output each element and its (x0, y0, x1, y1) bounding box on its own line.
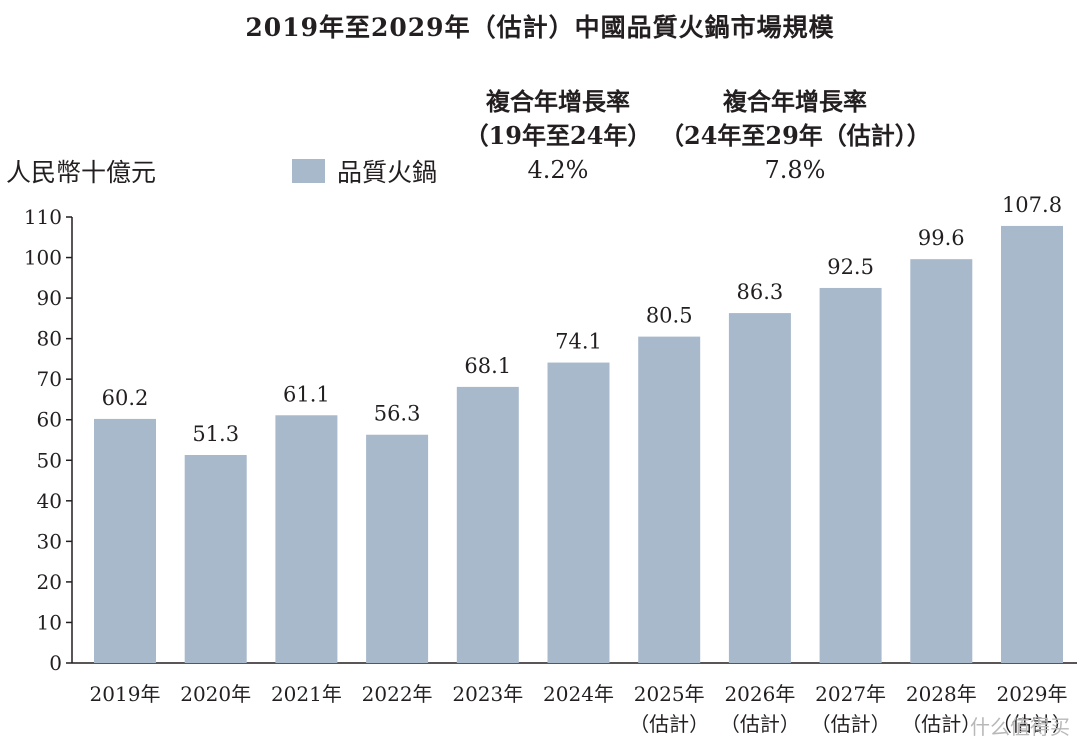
bar (728, 313, 791, 663)
bar-value-label: 74.1 (555, 330, 602, 354)
legend-swatch (292, 159, 325, 183)
bar-value-label: 51.3 (192, 422, 239, 446)
bar-value-label: 99.6 (918, 226, 965, 250)
y-tick-label: 50 (37, 448, 62, 472)
x-tick-label: 2025年 (634, 682, 705, 706)
x-tick-label: 2023年 (452, 682, 523, 706)
x-tick-label: 2026年 (724, 682, 795, 706)
bar (638, 336, 701, 663)
x-tick-label: 2029年 (997, 682, 1068, 706)
x-tick-note: （估計） (901, 712, 981, 736)
bar-value-label: 92.5 (827, 255, 874, 279)
y-tick-label: 0 (49, 651, 62, 675)
x-tick-note: （估計） (720, 712, 800, 736)
watermark: 什么值得买 (970, 715, 1070, 739)
bar-value-label: 68.1 (464, 354, 511, 378)
bar (456, 386, 519, 663)
y-tick-label: 30 (37, 529, 62, 553)
y-tick-label: 10 (37, 610, 62, 634)
cagr-1-period: （19年至24年） (464, 121, 652, 150)
x-tick-label: 2024年 (543, 682, 614, 706)
x-tick-note: （估計） (811, 712, 891, 736)
legend: 品質火鍋 (292, 153, 437, 189)
x-tick-label: 2028年 (906, 682, 977, 706)
y-tick-label: 90 (37, 286, 62, 310)
x-tick-label: 2021年 (271, 682, 342, 706)
cagr-1-title: 複合年增長率 (486, 87, 630, 116)
bar (819, 287, 882, 663)
bar (910, 259, 973, 663)
bar-value-label: 86.3 (737, 280, 784, 304)
bar (366, 434, 429, 663)
y-tick-label: 80 (37, 327, 62, 351)
y-tick-label: 20 (37, 570, 62, 594)
x-tick-label: 2020年 (180, 682, 251, 706)
cagr-2-period: （24年至29年（估計）） (660, 121, 931, 150)
cagr-2-value: 7.8% (764, 156, 826, 184)
y-tick-label: 40 (37, 489, 62, 513)
legend-label: 品質火鍋 (337, 158, 438, 187)
x-tick-note: （估計） (629, 712, 709, 736)
x-tick-label: 2022年 (362, 682, 433, 706)
y-tick-label: 100 (24, 246, 62, 270)
y-tick-label: 70 (37, 367, 62, 391)
y-axis-unit-label: 人民幣十億元 (6, 158, 157, 187)
chart-title: 2019年至2029年（估計）中國品質火鍋市場規模 (245, 13, 835, 42)
cagr-1-value: 4.2% (527, 156, 589, 184)
bar-value-label: 60.2 (102, 386, 149, 410)
bar (1001, 225, 1063, 664)
bar (184, 455, 247, 663)
x-tick-label: 2027年 (815, 682, 886, 706)
y-tick-label: 60 (37, 408, 62, 432)
x-tick-label: 2019年 (90, 682, 161, 706)
bar-value-label: 56.3 (374, 402, 421, 426)
x-tick-note: （估計） (992, 712, 1072, 736)
cagr-2-title: 複合年增長率 (723, 87, 867, 116)
bar (547, 362, 610, 663)
bar-value-label: 107.8 (1002, 193, 1062, 217)
bar-value-label: 80.5 (646, 304, 693, 328)
bar (94, 418, 156, 663)
y-tick-label: 110 (24, 205, 62, 229)
bar (275, 415, 338, 663)
bar-value-label: 61.1 (283, 382, 330, 406)
